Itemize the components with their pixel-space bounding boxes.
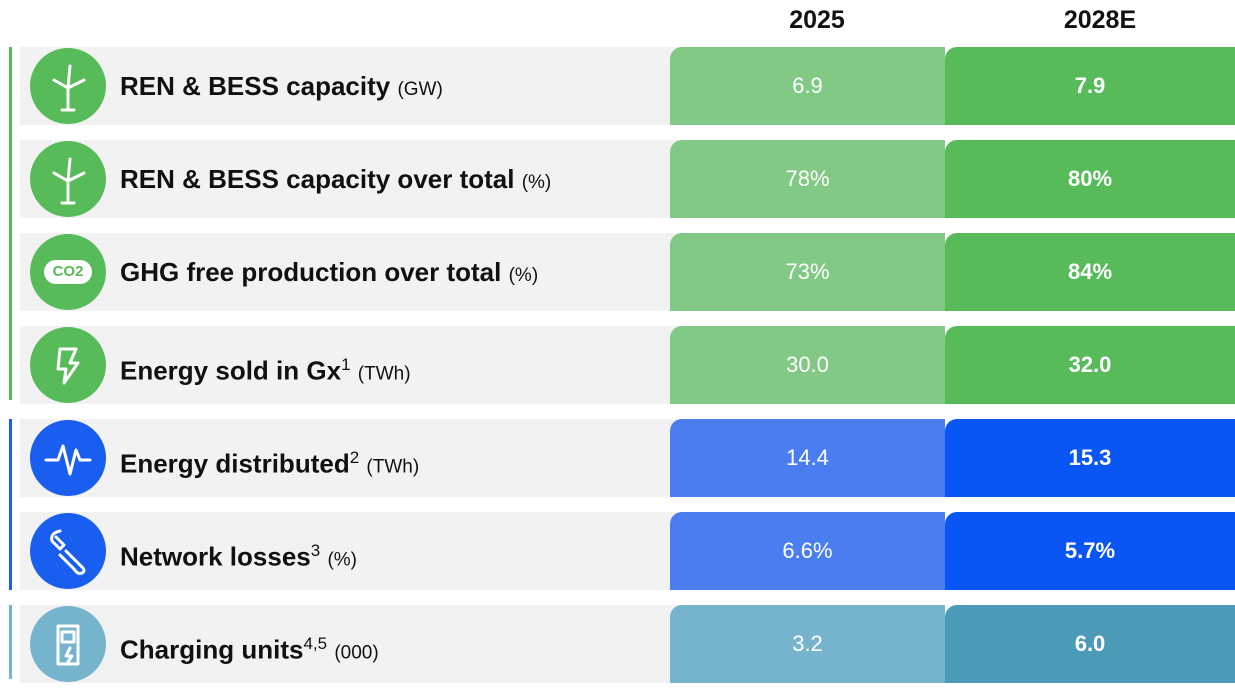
row-icon — [30, 420, 106, 496]
column-header: 2025 — [789, 6, 845, 34]
icon-glyph — [56, 347, 80, 385]
unit: (GW) — [397, 79, 443, 100]
row-band — [20, 326, 680, 404]
row-label: REN & BESS capacity (GW) — [120, 47, 443, 125]
value-cell: 78% — [670, 140, 945, 218]
icon-glyph — [56, 624, 80, 666]
value-cell: 6.9 — [670, 47, 945, 125]
label-text: Charging units — [120, 634, 304, 665]
footnote-ref: 1 — [341, 355, 351, 374]
row-band — [20, 512, 680, 590]
value-cell: 7.9 — [945, 47, 1235, 125]
row-label: Energy distributed2 (TWh) — [120, 419, 419, 497]
row-band — [20, 233, 680, 311]
value-cell: 15.3 — [945, 419, 1235, 497]
label-text: REN & BESS capacity — [120, 71, 391, 101]
row-label: Charging units4,5 (000) — [120, 605, 379, 683]
group-accent — [9, 47, 12, 400]
row-icon — [30, 513, 106, 589]
row-band — [20, 419, 680, 497]
row-label: REN & BESS capacity over total (%) — [120, 140, 551, 218]
unit: (000) — [334, 642, 379, 664]
footnote-ref: 4,5 — [303, 634, 328, 653]
icon-glyph — [52, 157, 86, 205]
icon-glyph — [44, 444, 92, 476]
value-cell: 73% — [670, 233, 945, 311]
row-band — [20, 140, 680, 218]
footnote-ref: 3 — [310, 541, 321, 560]
unit: (%) — [508, 265, 539, 286]
value-cell: 80% — [945, 140, 1235, 218]
label-text: GHG free production over total — [120, 257, 502, 287]
icon-glyph — [50, 529, 86, 575]
row-icon — [30, 327, 106, 403]
label-text: REN & BESS capacity over total — [120, 164, 515, 194]
value-cell: 6.6% — [670, 512, 945, 590]
row-band — [20, 605, 680, 683]
unit: (%) — [327, 549, 358, 571]
value-cell: 84% — [945, 233, 1235, 311]
row-label: Energy sold in Gx1 (TWh) — [120, 326, 411, 404]
unit: (TWh) — [366, 456, 420, 478]
page: 2025 2028E REN & BESS capacity (GW) 6.9 7.… — [9, 6, 1235, 683]
value-cell: 3.2 — [670, 605, 945, 683]
value-cell: 30.0 — [670, 326, 945, 404]
row-label: Network losses3 (%) — [120, 512, 357, 590]
unit: (TWh) — [357, 363, 411, 385]
value-cell: 32.0 — [945, 326, 1235, 404]
label-text: Energy distributed — [120, 448, 350, 479]
footnote-ref: 2 — [349, 448, 360, 467]
row-band — [20, 47, 680, 125]
column-header: 2028E — [1063, 6, 1137, 34]
group-accent — [9, 605, 12, 679]
value-cell: 14.4 — [670, 419, 945, 497]
label-text: Network losses — [120, 541, 311, 572]
group-accent — [9, 419, 12, 590]
unit: (%) — [521, 172, 552, 193]
value-cell: 6.0 — [945, 605, 1235, 683]
row-icon — [30, 48, 106, 124]
icon-glyph — [52, 64, 86, 112]
value-cell: 5.7% — [945, 512, 1235, 590]
icon-text: CO2 — [44, 260, 92, 284]
row-icon — [30, 141, 106, 217]
row-icon: CO2 — [30, 234, 106, 310]
row-label: GHG free production over total (%) — [120, 233, 538, 311]
label-text: Energy sold in Gx — [120, 355, 342, 386]
row-icon — [30, 606, 106, 682]
